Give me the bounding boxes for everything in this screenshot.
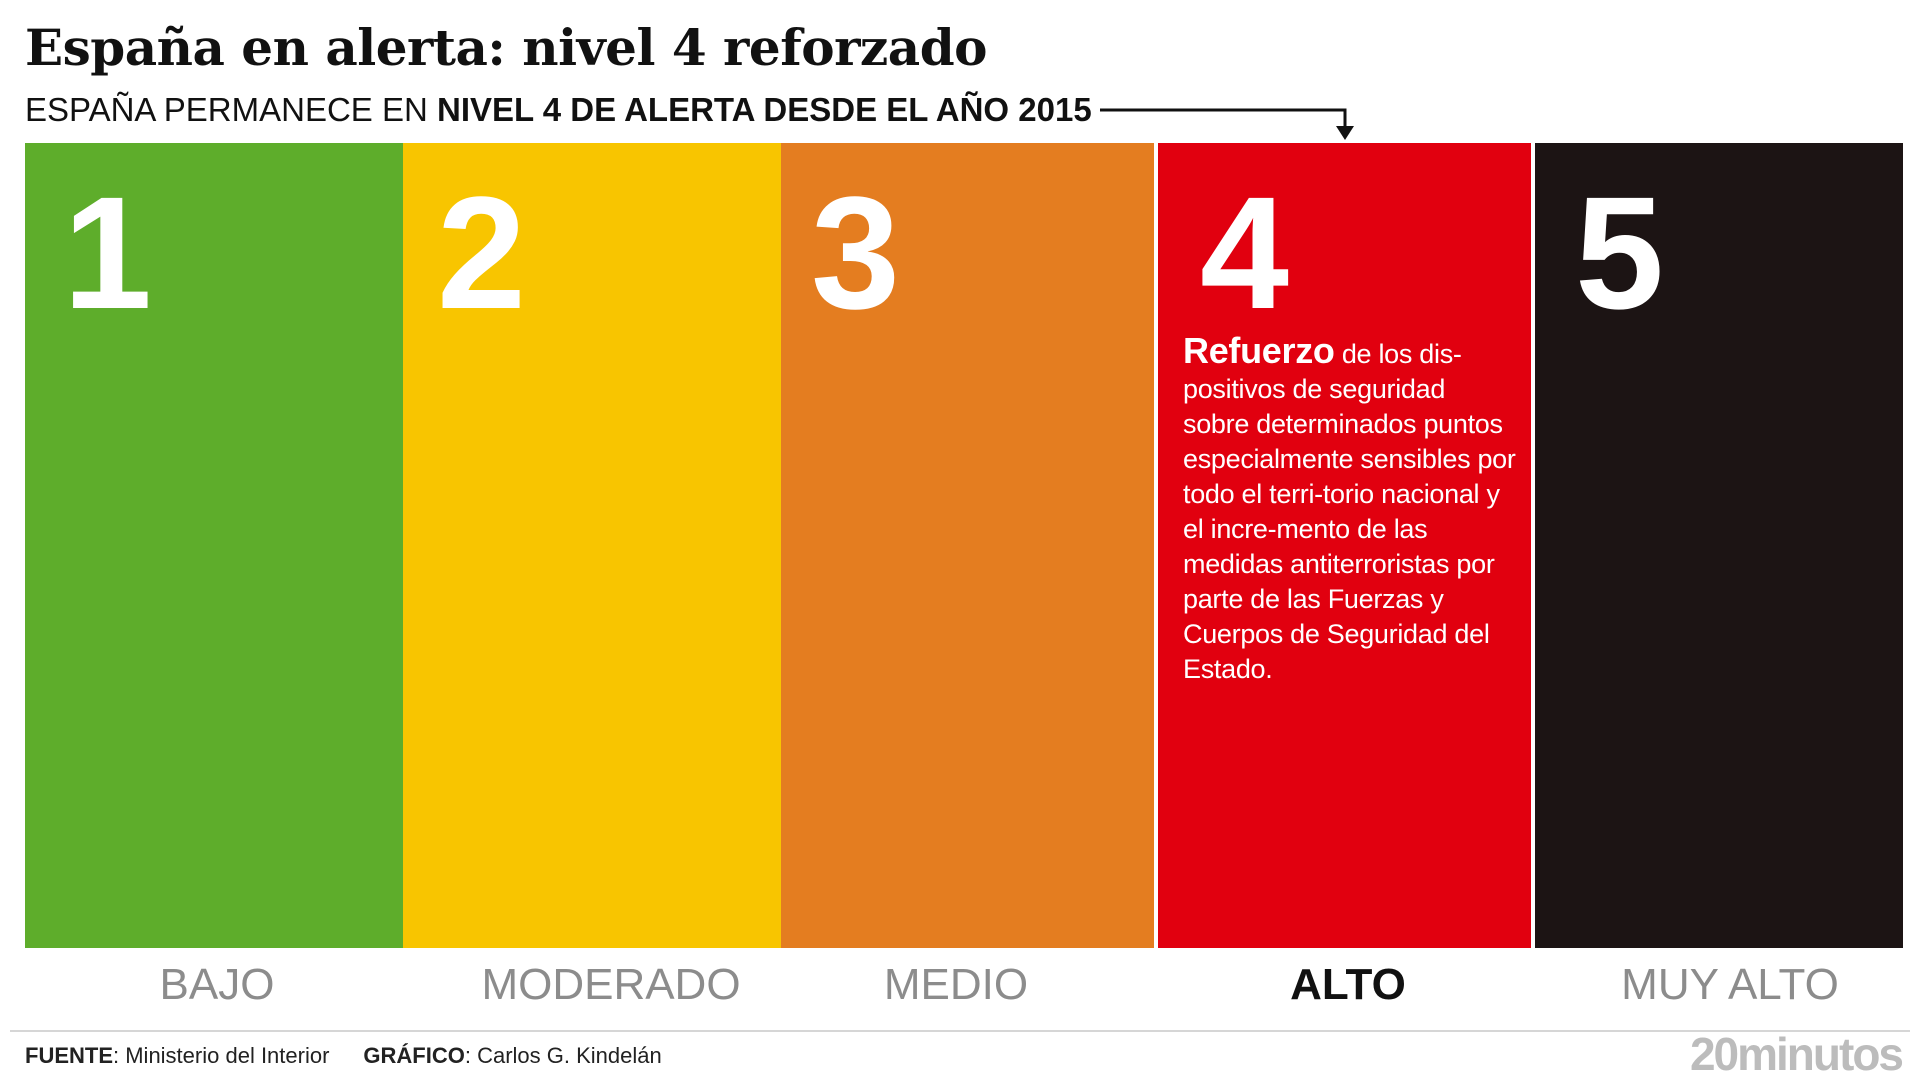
source-value: : Ministerio del Interior [113, 1043, 330, 1068]
level-labels: BAJO MODERADO MEDIO ALTO MUY ALTO [25, 955, 1903, 1015]
level-label-muy-alto: MUY ALTO [1621, 960, 1839, 1009]
level-number: 4 [1200, 163, 1289, 342]
graphic-value: : Carlos G. Kindelán [464, 1043, 662, 1068]
source-label: FUENTE [25, 1043, 113, 1068]
level-label-medio: MEDIO [883, 960, 1029, 1009]
level-number: 3 [811, 163, 900, 342]
brand-logo[interactable]: 20minutos [1689, 1028, 1904, 1080]
level-number: 5 [1575, 163, 1664, 342]
footer-divider [10, 1030, 1910, 1032]
level-label-bajo: BAJO [159, 960, 275, 1009]
level-label-alto: ALTO [1290, 960, 1406, 1009]
subtitle-normal: ESPAÑA PERMANECE EN [25, 91, 438, 128]
description-text: de los dis-positivos de seguridad sobre … [1183, 339, 1516, 684]
level-panel-4: 4 Refuerzo de los dis-positivos de segur… [1158, 143, 1531, 948]
level-panel-1: 1 [25, 143, 403, 948]
level-panel-2: 2 [403, 143, 781, 948]
level-panel-3: 3 [781, 143, 1154, 948]
footer-credits: FUENTE: Ministerio del Interior GRÁFICO: … [25, 1042, 662, 1070]
subtitle: ESPAÑA PERMANECE EN NIVEL 4 DE ALERTA DE… [25, 90, 1092, 130]
level-label-moderado: MODERADO [481, 960, 741, 1009]
level-4-description: Refuerzo de los dis-positivos de segurid… [1183, 333, 1518, 687]
level-panel-5: 5 [1535, 143, 1903, 948]
level-number: 1 [63, 163, 152, 342]
level-number: 2 [437, 163, 526, 342]
pointer-arrow-icon [1100, 108, 1354, 140]
page-title: España en alerta: nivel 4 reforzado [25, 18, 988, 77]
alert-level-panels: 1 2 3 4 Refuerzo de los dis-positivos de… [25, 143, 1903, 948]
subtitle-bold: NIVEL 4 DE ALERTA DESDE EL AÑO 2015 [437, 91, 1092, 128]
description-bold: Refuerzo [1183, 330, 1335, 371]
graphic-label: GRÁFICO [363, 1043, 465, 1068]
